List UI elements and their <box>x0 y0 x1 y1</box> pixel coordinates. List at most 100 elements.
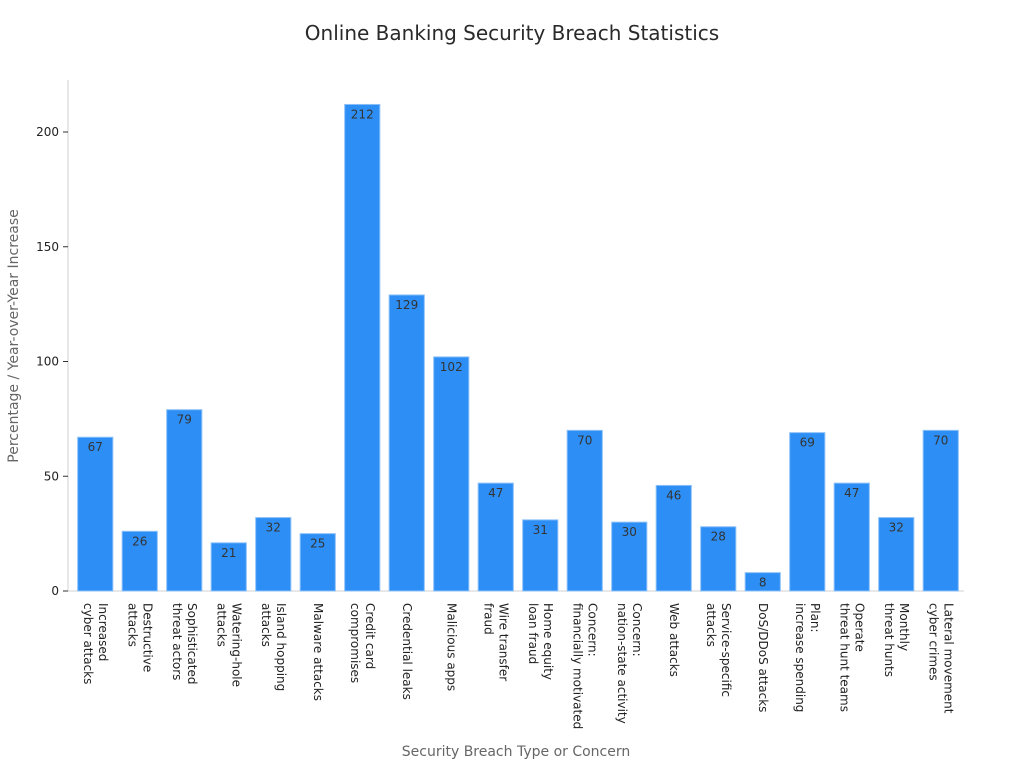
bar-value-label: 32 <box>889 521 904 535</box>
x-tick-label: DoS/DDoS attacks <box>756 603 770 712</box>
x-tick-label-line: nation-state activity <box>615 603 629 724</box>
bar <box>433 356 470 592</box>
x-tick-label-line: attacks <box>704 603 718 647</box>
y-tick-label: 100 <box>36 355 59 369</box>
x-tick-label-line: Concern: <box>585 603 599 657</box>
x-tick-label-line: attacks <box>125 603 139 647</box>
x-tick-label: Plan:increase spending <box>793 603 822 712</box>
bar-value-label: 69 <box>800 436 815 450</box>
bar-value-label: 26 <box>132 534 147 548</box>
bar <box>477 482 514 592</box>
x-tick-label-line: Plan: <box>808 603 822 633</box>
bar <box>299 533 336 592</box>
x-tick-label-line: Malicious apps <box>444 603 458 691</box>
bar <box>700 526 737 592</box>
bar <box>566 429 603 592</box>
x-tick-label-line: Malware attacks <box>311 603 325 701</box>
bar <box>878 517 915 592</box>
bar-value-label: 31 <box>533 523 548 537</box>
x-tick-label-line: Operate <box>852 603 866 652</box>
x-tick-label: Credential leaks <box>400 603 414 700</box>
y-tick-label: 200 <box>36 125 59 139</box>
bar-value-label: 70 <box>577 433 592 447</box>
bar-value-label: 212 <box>351 107 374 121</box>
x-tick-label-line: Wire transfer <box>496 603 510 681</box>
x-tick-label-line: Increased <box>96 603 110 661</box>
x-tick-label-line: Service-specific <box>719 603 733 697</box>
x-tick-label-line: threat actors <box>170 603 184 680</box>
bar-value-label: 129 <box>395 298 418 312</box>
bar-value-label: 28 <box>711 530 726 544</box>
bar <box>744 572 781 592</box>
x-tick-label-line: attacks <box>214 603 228 647</box>
x-tick-label-line: cyber attacks <box>81 603 95 684</box>
bar-value-label: 25 <box>310 537 325 551</box>
x-tick-label: Malicious apps <box>444 603 458 691</box>
bar-value-label: 21 <box>221 546 236 560</box>
bar <box>77 436 114 592</box>
x-tick-label: Concern:financially motivated <box>570 603 599 729</box>
x-tick-label-line: Concern: <box>630 603 644 657</box>
bar-value-label: 70 <box>933 433 948 447</box>
y-tick-label: 150 <box>36 240 59 254</box>
bar-value-label: 47 <box>488 486 503 500</box>
chart-title: Online Banking Security Breach Statistic… <box>305 21 719 45</box>
y-axis-title: Percentage / Year-over-Year Increase <box>6 209 22 462</box>
x-tick-label-line: Sophisticated <box>185 603 199 684</box>
bar-value-label: 32 <box>266 521 281 535</box>
x-tick-label-line: Credit card <box>363 603 377 669</box>
bar <box>922 429 959 592</box>
bar-value-label: 46 <box>666 488 681 502</box>
bar <box>210 542 247 592</box>
bar-value-label: 102 <box>440 360 463 374</box>
bar-value-label: 67 <box>88 440 103 454</box>
bar <box>655 484 692 592</box>
x-tick-label: Concern:nation-state activity <box>615 603 644 724</box>
x-tick-label-line: Lateral movement <box>941 603 955 714</box>
x-tick-label-line: fraud <box>481 603 495 635</box>
x-tick-label-line: cyber crimes <box>926 603 940 681</box>
bar-series: 67 26 79 21 32 25 212 129 102 47 31 70 30 46 28 8 69 47 32… <box>77 103 959 592</box>
x-tick-label-line: compromises <box>348 603 362 683</box>
x-tick-label-line: financially motivated <box>570 603 584 729</box>
x-tick-label-line: Watering-hole <box>229 603 243 687</box>
x-tick-label-line: Credential leaks <box>400 603 414 700</box>
x-tick-label-line: loan fraud <box>526 603 540 664</box>
x-tick-label-line: Island hopping <box>274 603 288 691</box>
bar <box>833 482 870 592</box>
bar-value-label: 8 <box>759 576 767 590</box>
bar <box>388 294 425 592</box>
x-tick-label-line: increase spending <box>793 603 807 712</box>
bar <box>166 409 203 592</box>
bar <box>611 521 648 592</box>
x-tick-label-line: Web attacks <box>667 603 681 677</box>
y-tick-label: 50 <box>44 469 59 483</box>
x-axis-title: Security Breach Type or Concern <box>402 744 631 760</box>
bar <box>344 103 381 592</box>
bar-value-label: 79 <box>177 413 192 427</box>
x-tick-label-line: attacks <box>259 603 273 647</box>
bar-value-label: 30 <box>622 525 637 539</box>
x-tick-label-line: threat hunt teams <box>837 603 851 712</box>
x-tick-label-line: threat hunts <box>882 603 896 677</box>
bar <box>121 530 158 592</box>
bar <box>789 432 826 592</box>
x-tick-label-line: Home equity <box>541 603 555 680</box>
x-tick-label-line: Destructive <box>140 603 154 672</box>
bar <box>522 519 559 592</box>
